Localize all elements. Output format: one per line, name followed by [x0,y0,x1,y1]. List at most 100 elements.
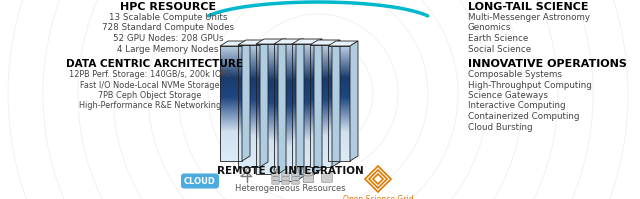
Polygon shape [310,99,332,100]
Polygon shape [310,65,332,66]
Polygon shape [274,100,296,101]
Polygon shape [256,62,278,63]
Polygon shape [274,111,296,112]
Polygon shape [238,47,260,48]
Polygon shape [256,87,278,88]
Polygon shape [328,119,350,120]
Text: 12PB Perf. Storage: 140GB/s, 200k IOPS: 12PB Perf. Storage: 140GB/s, 200k IOPS [69,70,231,79]
Polygon shape [274,66,296,67]
Polygon shape [256,171,278,172]
Polygon shape [274,149,296,150]
Polygon shape [328,41,358,46]
Polygon shape [274,44,296,45]
Polygon shape [310,141,332,142]
Polygon shape [310,70,332,71]
Polygon shape [328,151,350,152]
Polygon shape [238,164,260,165]
Polygon shape [292,107,314,108]
Polygon shape [328,66,350,67]
Polygon shape [310,127,332,128]
Polygon shape [220,73,242,74]
Polygon shape [274,68,296,69]
Polygon shape [310,112,332,113]
Polygon shape [292,118,314,119]
Polygon shape [292,123,314,124]
Polygon shape [256,76,278,77]
Polygon shape [220,99,242,100]
Polygon shape [310,115,332,116]
Polygon shape [328,149,350,150]
Polygon shape [274,121,296,122]
Polygon shape [292,168,314,169]
Polygon shape [292,167,314,168]
Polygon shape [310,117,332,118]
Polygon shape [292,82,314,83]
Polygon shape [274,47,296,48]
Polygon shape [274,77,296,78]
Polygon shape [256,129,278,130]
Polygon shape [328,127,350,128]
Polygon shape [220,81,242,82]
Polygon shape [328,150,350,151]
Polygon shape [328,132,350,133]
Polygon shape [310,73,332,74]
Polygon shape [274,53,296,54]
Polygon shape [274,159,296,160]
Polygon shape [310,135,332,136]
Text: REMOTE CI INTEGRATION: REMOTE CI INTEGRATION [216,166,364,176]
Polygon shape [220,92,242,93]
Polygon shape [256,126,278,127]
Polygon shape [220,128,242,129]
Polygon shape [220,141,242,142]
Polygon shape [292,145,314,146]
Polygon shape [260,40,268,167]
Polygon shape [292,130,314,131]
Polygon shape [220,127,242,128]
Polygon shape [310,93,332,94]
FancyBboxPatch shape [292,177,300,180]
Polygon shape [274,154,296,155]
Polygon shape [328,118,350,119]
Text: 728 Standard Compute Nodes: 728 Standard Compute Nodes [102,23,234,32]
Polygon shape [328,65,350,66]
Polygon shape [274,171,296,172]
Polygon shape [292,154,314,155]
Polygon shape [274,124,296,125]
Polygon shape [310,134,332,135]
Polygon shape [238,80,260,81]
Polygon shape [256,116,278,117]
Polygon shape [238,150,260,151]
Polygon shape [292,172,314,173]
Polygon shape [238,158,260,159]
Polygon shape [238,45,260,46]
Polygon shape [328,130,350,131]
Polygon shape [274,98,296,99]
Polygon shape [220,68,242,69]
Polygon shape [328,89,350,90]
Polygon shape [256,113,278,114]
Polygon shape [274,164,296,165]
Polygon shape [220,136,242,137]
Polygon shape [256,108,278,109]
Polygon shape [256,158,278,159]
Polygon shape [292,72,314,73]
Polygon shape [274,82,296,83]
Polygon shape [220,83,242,84]
Polygon shape [274,140,296,141]
Polygon shape [310,157,332,158]
Polygon shape [238,88,260,89]
Polygon shape [328,87,350,88]
Polygon shape [220,93,242,94]
Polygon shape [238,40,268,45]
Polygon shape [292,52,314,53]
Polygon shape [310,148,332,149]
Polygon shape [256,97,278,98]
Polygon shape [310,151,332,152]
FancyBboxPatch shape [282,177,289,180]
Polygon shape [220,90,242,91]
Polygon shape [220,66,242,67]
Polygon shape [328,102,350,103]
Polygon shape [238,66,260,67]
Text: 13 Scalable Compute Units: 13 Scalable Compute Units [109,13,227,22]
Polygon shape [256,91,278,92]
